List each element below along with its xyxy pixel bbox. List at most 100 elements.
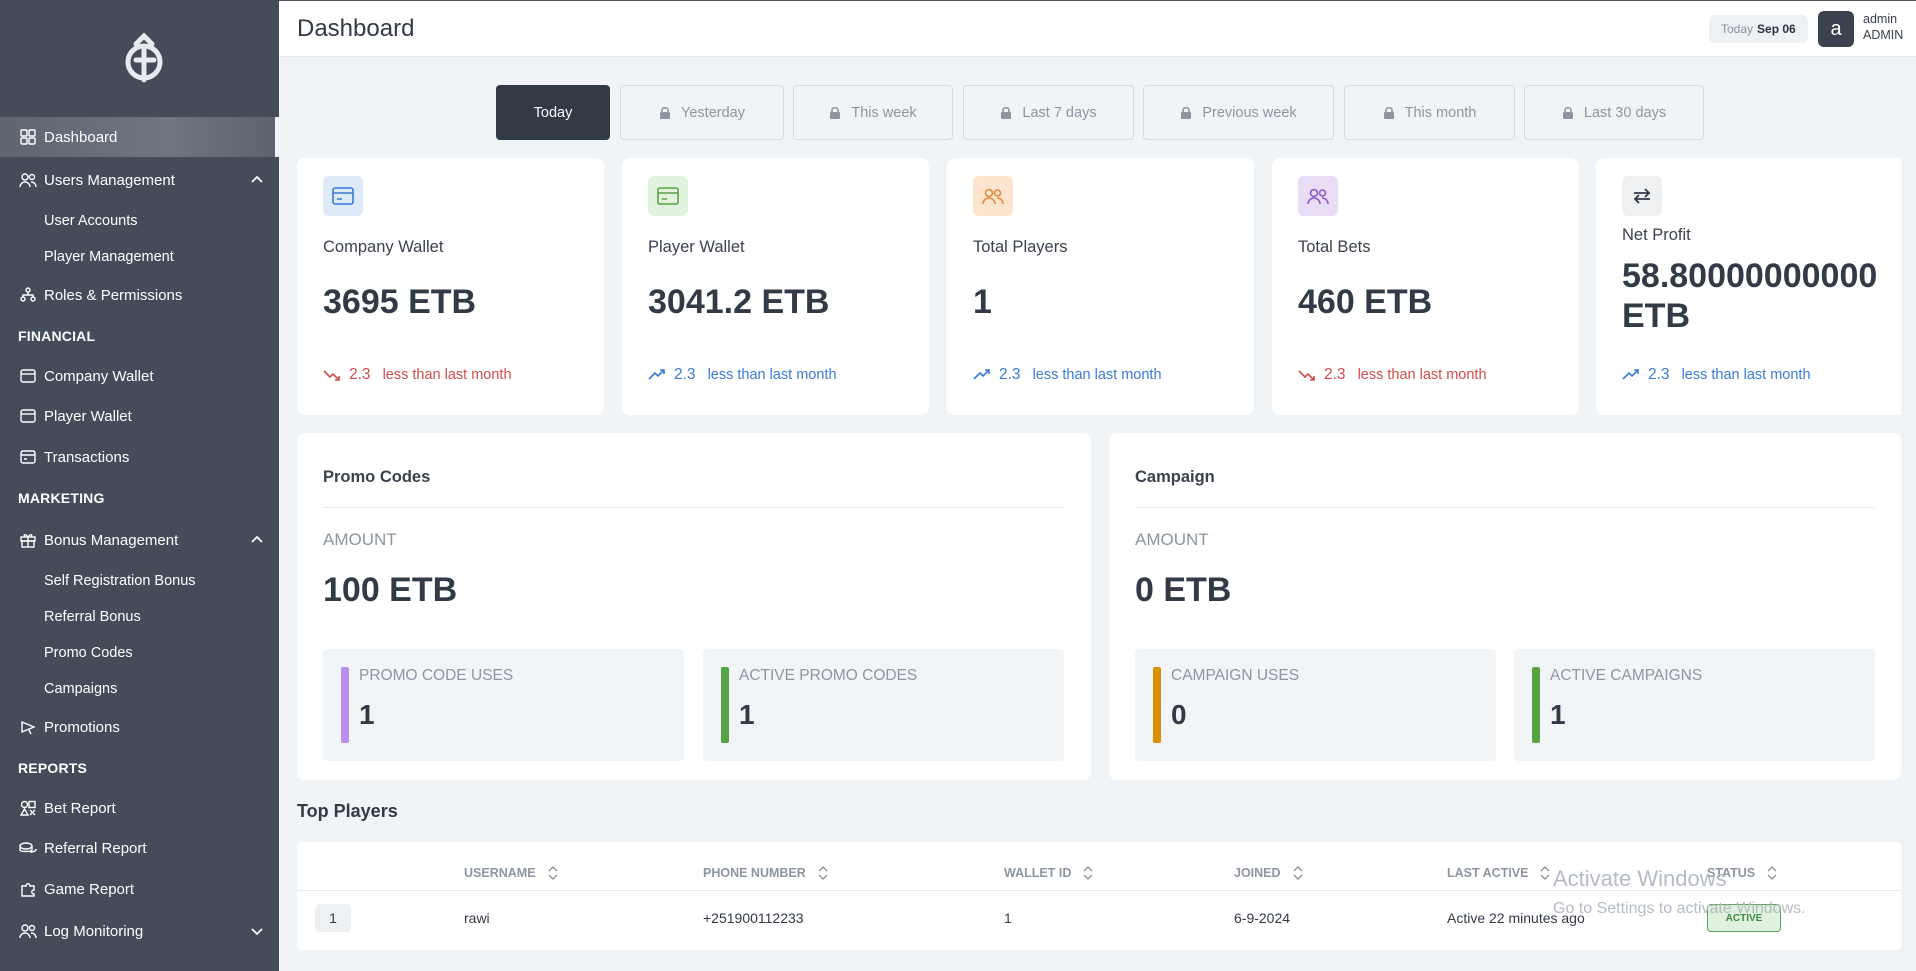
sidebar-item-bet-report[interactable]: Bet Report bbox=[0, 788, 279, 828]
tab-yesterday[interactable]: Yesterday bbox=[620, 85, 784, 140]
top-players-table: USERNAME PHONE NUMBER WALLET ID JOINED L… bbox=[297, 842, 1901, 950]
trend-up-icon bbox=[1622, 368, 1640, 382]
stat-card-total-players: Total Players 1 2.3 less than last month bbox=[947, 158, 1254, 415]
cell-joined: 6-9-2024 bbox=[1234, 910, 1291, 926]
trend-value: 2.3 bbox=[999, 366, 1021, 383]
cell-username: rawi bbox=[464, 910, 490, 926]
top-players-title: Top Players bbox=[297, 801, 398, 821]
lock-icon bbox=[1562, 106, 1574, 119]
avatar[interactable]: a bbox=[1818, 11, 1854, 47]
divider bbox=[1135, 507, 1875, 508]
tab-this-week[interactable]: This week bbox=[793, 85, 953, 140]
sidebar-item-promo-codes[interactable]: Promo Codes bbox=[44, 645, 133, 661]
stat-label: Company Wallet bbox=[323, 238, 444, 256]
sort-icon bbox=[548, 866, 558, 880]
user-meta[interactable]: admin ADMIN bbox=[1863, 11, 1903, 43]
sidebar-item-log-monitoring[interactable]: Log Monitoring bbox=[0, 911, 279, 951]
chevron-up-icon[interactable] bbox=[249, 172, 265, 188]
tab-label: Today bbox=[533, 104, 573, 121]
swap-icon bbox=[1622, 176, 1662, 216]
users-icon bbox=[18, 921, 38, 941]
trend-down-icon bbox=[323, 368, 341, 382]
sidebar-item-label: Roles & Permissions bbox=[44, 286, 183, 304]
sidebar-item-referral-bonus[interactable]: Referral Bonus bbox=[44, 609, 141, 625]
activate-windows-subtitle: Go to Settings to activate Windows. bbox=[1553, 900, 1806, 917]
stat-value: 3695 ETB bbox=[323, 283, 477, 321]
panel-title: Promo Codes bbox=[323, 468, 431, 486]
sidebar-item-transactions[interactable]: Transactions bbox=[0, 437, 279, 477]
sidebar-item-game-report[interactable]: Game Report bbox=[0, 869, 279, 909]
sidebar-item-label: Referral Report bbox=[44, 839, 147, 857]
sidebar-item-promotions[interactable]: Promotions bbox=[0, 707, 279, 747]
cell-phone: +251900112233 bbox=[703, 910, 804, 926]
sidebar-item-bonus-management[interactable]: Bonus Management bbox=[0, 520, 279, 560]
sidebar-item-users-management[interactable]: Users Management bbox=[0, 160, 279, 200]
section-financial: FINANCIAL bbox=[18, 328, 96, 344]
column-header-wallet-id[interactable]: WALLET ID bbox=[1004, 866, 1093, 880]
grid-icon bbox=[18, 127, 38, 147]
divider bbox=[297, 890, 1901, 891]
column-header-last-active[interactable]: LAST ACTIVE bbox=[1447, 866, 1550, 880]
lock-icon bbox=[1000, 106, 1012, 119]
sidebar-item-player-wallet[interactable]: Player Wallet bbox=[0, 396, 279, 436]
tab-label: Last 30 days bbox=[1583, 104, 1667, 121]
mini-label: ACTIVE CAMPAIGNS bbox=[1550, 667, 1703, 684]
brand-logo[interactable] bbox=[114, 30, 174, 90]
sidebar-item-label: Player Wallet bbox=[44, 407, 132, 425]
stat-value: 3041.2 ETB bbox=[648, 283, 830, 321]
users-icon bbox=[1298, 176, 1338, 216]
trend-value: 2.3 bbox=[349, 366, 371, 383]
campaign-panel: Campaign AMOUNT 0 ETB CAMPAIGN USES 0 AC… bbox=[1109, 433, 1901, 780]
wallet-icon bbox=[648, 176, 688, 216]
tab-last-7-days[interactable]: Last 7 days bbox=[963, 85, 1134, 140]
mini-value: 0 bbox=[1171, 699, 1187, 730]
column-header-username[interactable]: USERNAME bbox=[464, 866, 558, 880]
lock-icon bbox=[829, 106, 841, 119]
sidebar-item-referral-report[interactable]: Referral Report bbox=[0, 828, 279, 868]
column-header-joined[interactable]: JOINED bbox=[1234, 866, 1303, 880]
sidebar-item-company-wallet[interactable]: Company Wallet bbox=[0, 356, 279, 396]
accent-bar bbox=[1532, 667, 1540, 743]
stat-label: Total Bets bbox=[1298, 238, 1371, 256]
sidebar-item-player-management[interactable]: Player Management bbox=[44, 249, 174, 265]
column-label: USERNAME bbox=[464, 866, 536, 880]
trend-value: 2.3 bbox=[674, 366, 696, 383]
megaphone-icon bbox=[18, 717, 38, 737]
tab-label: Previous week bbox=[1202, 104, 1297, 121]
mini-value: 1 bbox=[1550, 699, 1566, 730]
sidebar-item-user-accounts[interactable]: User Accounts bbox=[44, 213, 138, 229]
page-title: Dashboard bbox=[297, 15, 415, 42]
hierarchy-icon bbox=[18, 285, 38, 305]
tab-previous-week[interactable]: Previous week bbox=[1143, 85, 1334, 140]
tab-last-30-days[interactable]: Last 30 days bbox=[1524, 85, 1704, 140]
gift-icon bbox=[18, 530, 38, 550]
shapes-icon bbox=[18, 798, 38, 818]
wallet-icon bbox=[323, 176, 363, 216]
chevron-down-icon[interactable] bbox=[249, 923, 265, 939]
coins-icon bbox=[18, 838, 38, 858]
column-label: STATUS bbox=[1707, 866, 1756, 880]
sort-icon bbox=[818, 866, 828, 880]
stat-value: 460 ETB bbox=[1298, 283, 1433, 321]
mini-label: CAMPAIGN USES bbox=[1171, 667, 1300, 684]
campaign-uses-box: CAMPAIGN USES 0 bbox=[1135, 649, 1496, 761]
users-icon bbox=[973, 176, 1013, 216]
tab-this-month[interactable]: This month bbox=[1344, 85, 1515, 140]
current-date: Sep 06 bbox=[1757, 22, 1796, 36]
sidebar-item-campaigns[interactable]: Campaigns bbox=[44, 681, 118, 697]
tab-today[interactable]: Today bbox=[496, 85, 610, 140]
rank-badge: 1 bbox=[315, 904, 351, 932]
sidebar-item-self-registration-bonus[interactable]: Self Registration Bonus bbox=[44, 573, 196, 589]
sort-icon bbox=[1293, 866, 1303, 880]
sort-icon bbox=[1083, 866, 1093, 880]
sidebar-item-roles-permissions[interactable]: Roles & Permissions bbox=[0, 275, 279, 315]
stat-label: Total Players bbox=[973, 238, 1068, 256]
accent-bar bbox=[721, 667, 729, 743]
sidebar-item-dashboard[interactable]: Dashboard bbox=[0, 117, 279, 157]
wallet-icon bbox=[18, 366, 38, 386]
tab-label: Last 7 days bbox=[1022, 104, 1097, 121]
chevron-up-icon[interactable] bbox=[249, 532, 265, 548]
column-header-status[interactable]: STATUS bbox=[1707, 866, 1777, 880]
puzzle-icon bbox=[18, 879, 38, 899]
column-header-phone-number[interactable]: PHONE NUMBER bbox=[703, 866, 828, 880]
